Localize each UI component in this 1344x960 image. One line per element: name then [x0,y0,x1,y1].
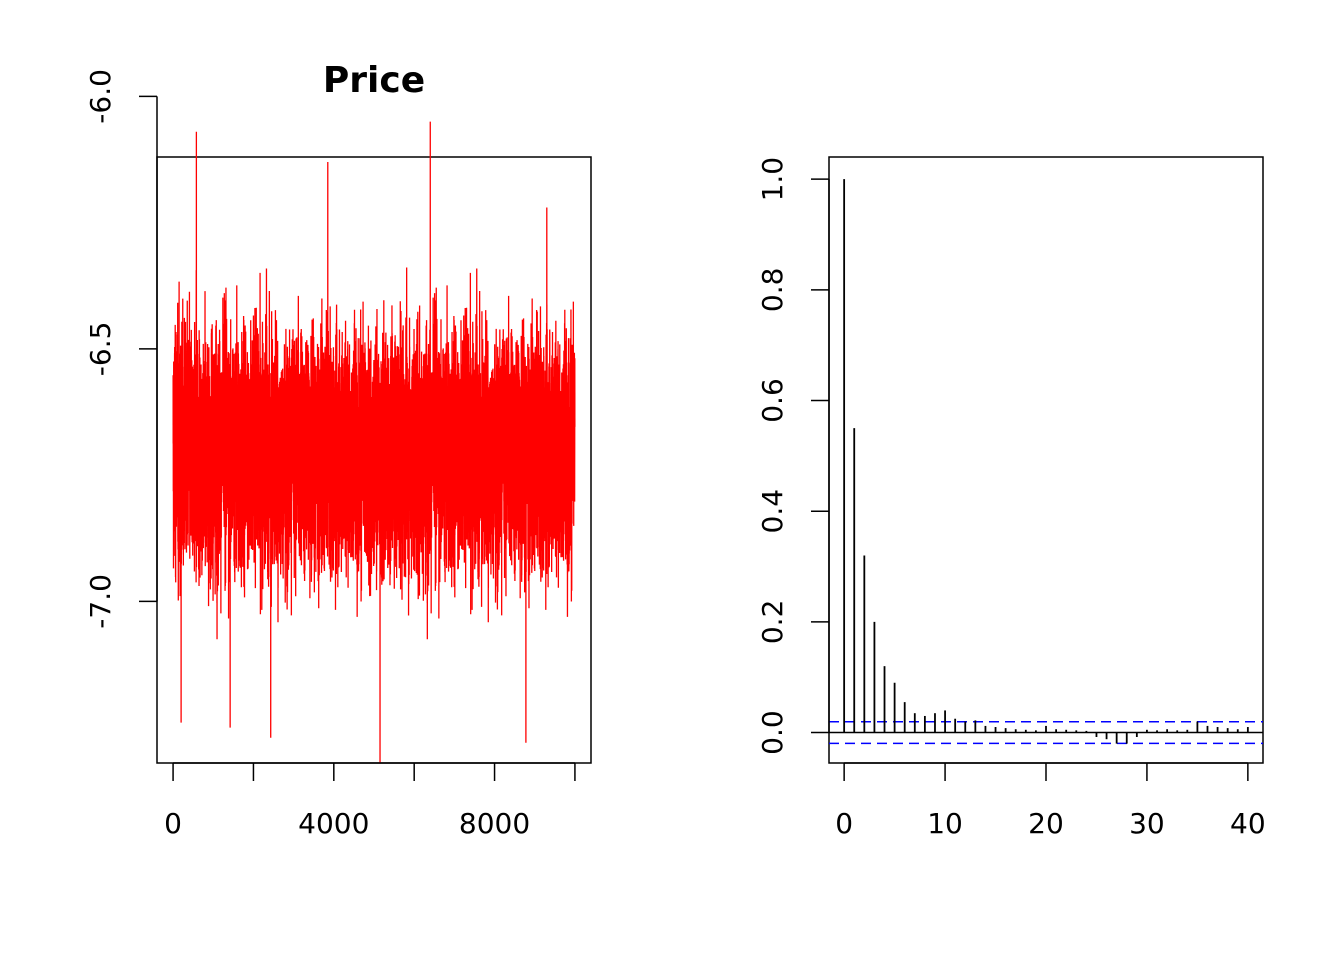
x-axis: 0 4000 8000 [164,762,576,840]
acf-bars [843,179,1249,744]
acf-panel: 0 10 20 30 40 0.0 0.2 0.4 0.6 0.8 1.0 [756,156,1266,840]
price-series-panel: Price 0 4000 8000 -6.0 -6.5 -7.0 [84,60,592,840]
x-tick-label: 4000 [298,807,369,840]
chart-title: Price [323,60,425,101]
y-tick-label: -6.5 [84,322,117,377]
y-tick-label: 0.2 [756,600,789,645]
x-tick-label: 30 [1129,807,1165,840]
y-tick-label: 1.0 [756,157,789,202]
x-axis: 0 10 20 30 40 [835,762,1266,840]
y-axis: 0.0 0.2 0.4 0.6 0.8 1.0 [756,157,830,755]
x-tick-label: 0 [164,807,182,840]
y-tick-label: 0.0 [756,710,789,755]
y-tick-label: -7.0 [84,574,117,629]
x-tick-label: 8000 [459,807,530,840]
price-series-line [172,121,576,764]
y-tick-label: 0.6 [756,378,789,423]
x-tick-label: 10 [927,807,963,840]
y-tick-label: 0.8 [756,268,789,313]
y-tick-label: 0.4 [756,489,789,534]
x-tick-label: 20 [1028,807,1064,840]
y-tick-label: -6.0 [84,69,117,124]
x-tick-label: 40 [1230,807,1266,840]
plot-frame [828,156,1264,764]
x-tick-label: 0 [835,807,853,840]
y-axis: -6.0 -6.5 -7.0 [84,69,158,629]
